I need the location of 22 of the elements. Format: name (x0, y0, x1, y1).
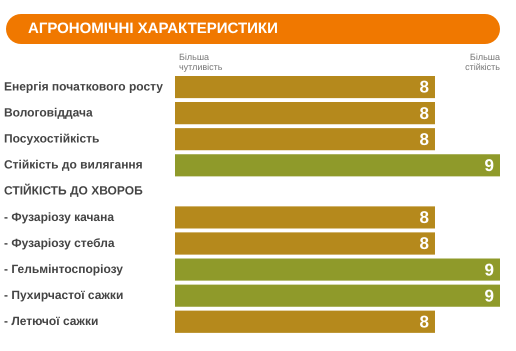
y-tick-label: - Пухирчастої сажки (4, 288, 124, 302)
y-tick-label: Стійкість до вилягання (4, 158, 143, 172)
data-label: 8 (420, 104, 429, 123)
y-tick-label: Енергія початкового росту (4, 79, 164, 94)
data-label: 9 (484, 156, 494, 175)
y-tick-label: - Фузаріозу стебла (4, 236, 115, 250)
data-label: 8 (420, 130, 429, 149)
chart-title: АГРОНОМІЧНІ ХАРАКТЕРИСТИКИ (6, 14, 500, 44)
data-label: 8 (420, 234, 429, 254)
y-tick-label: Вологовіддача (4, 105, 93, 120)
data-label: 9 (484, 286, 494, 306)
y-tick-label: Посухостійкість (4, 132, 100, 146)
text: Більша чутливість (178, 52, 223, 72)
data-label: 8 (420, 312, 429, 332)
y-tick-label: СТІЙКІСТЬ ДО ХВОРОБ (4, 184, 144, 198)
data-label: 9 (484, 260, 494, 280)
y-tick-label: - Летючої сажки (4, 314, 98, 328)
data-label: 8 (420, 208, 429, 228)
data-label: 8 (420, 78, 429, 97)
y-tick-label: - Гельмінтоспоріозу (4, 262, 124, 276)
text: Більша стійкість (465, 52, 500, 72)
y-tick-label: - Фузаріозу качана (4, 210, 114, 224)
